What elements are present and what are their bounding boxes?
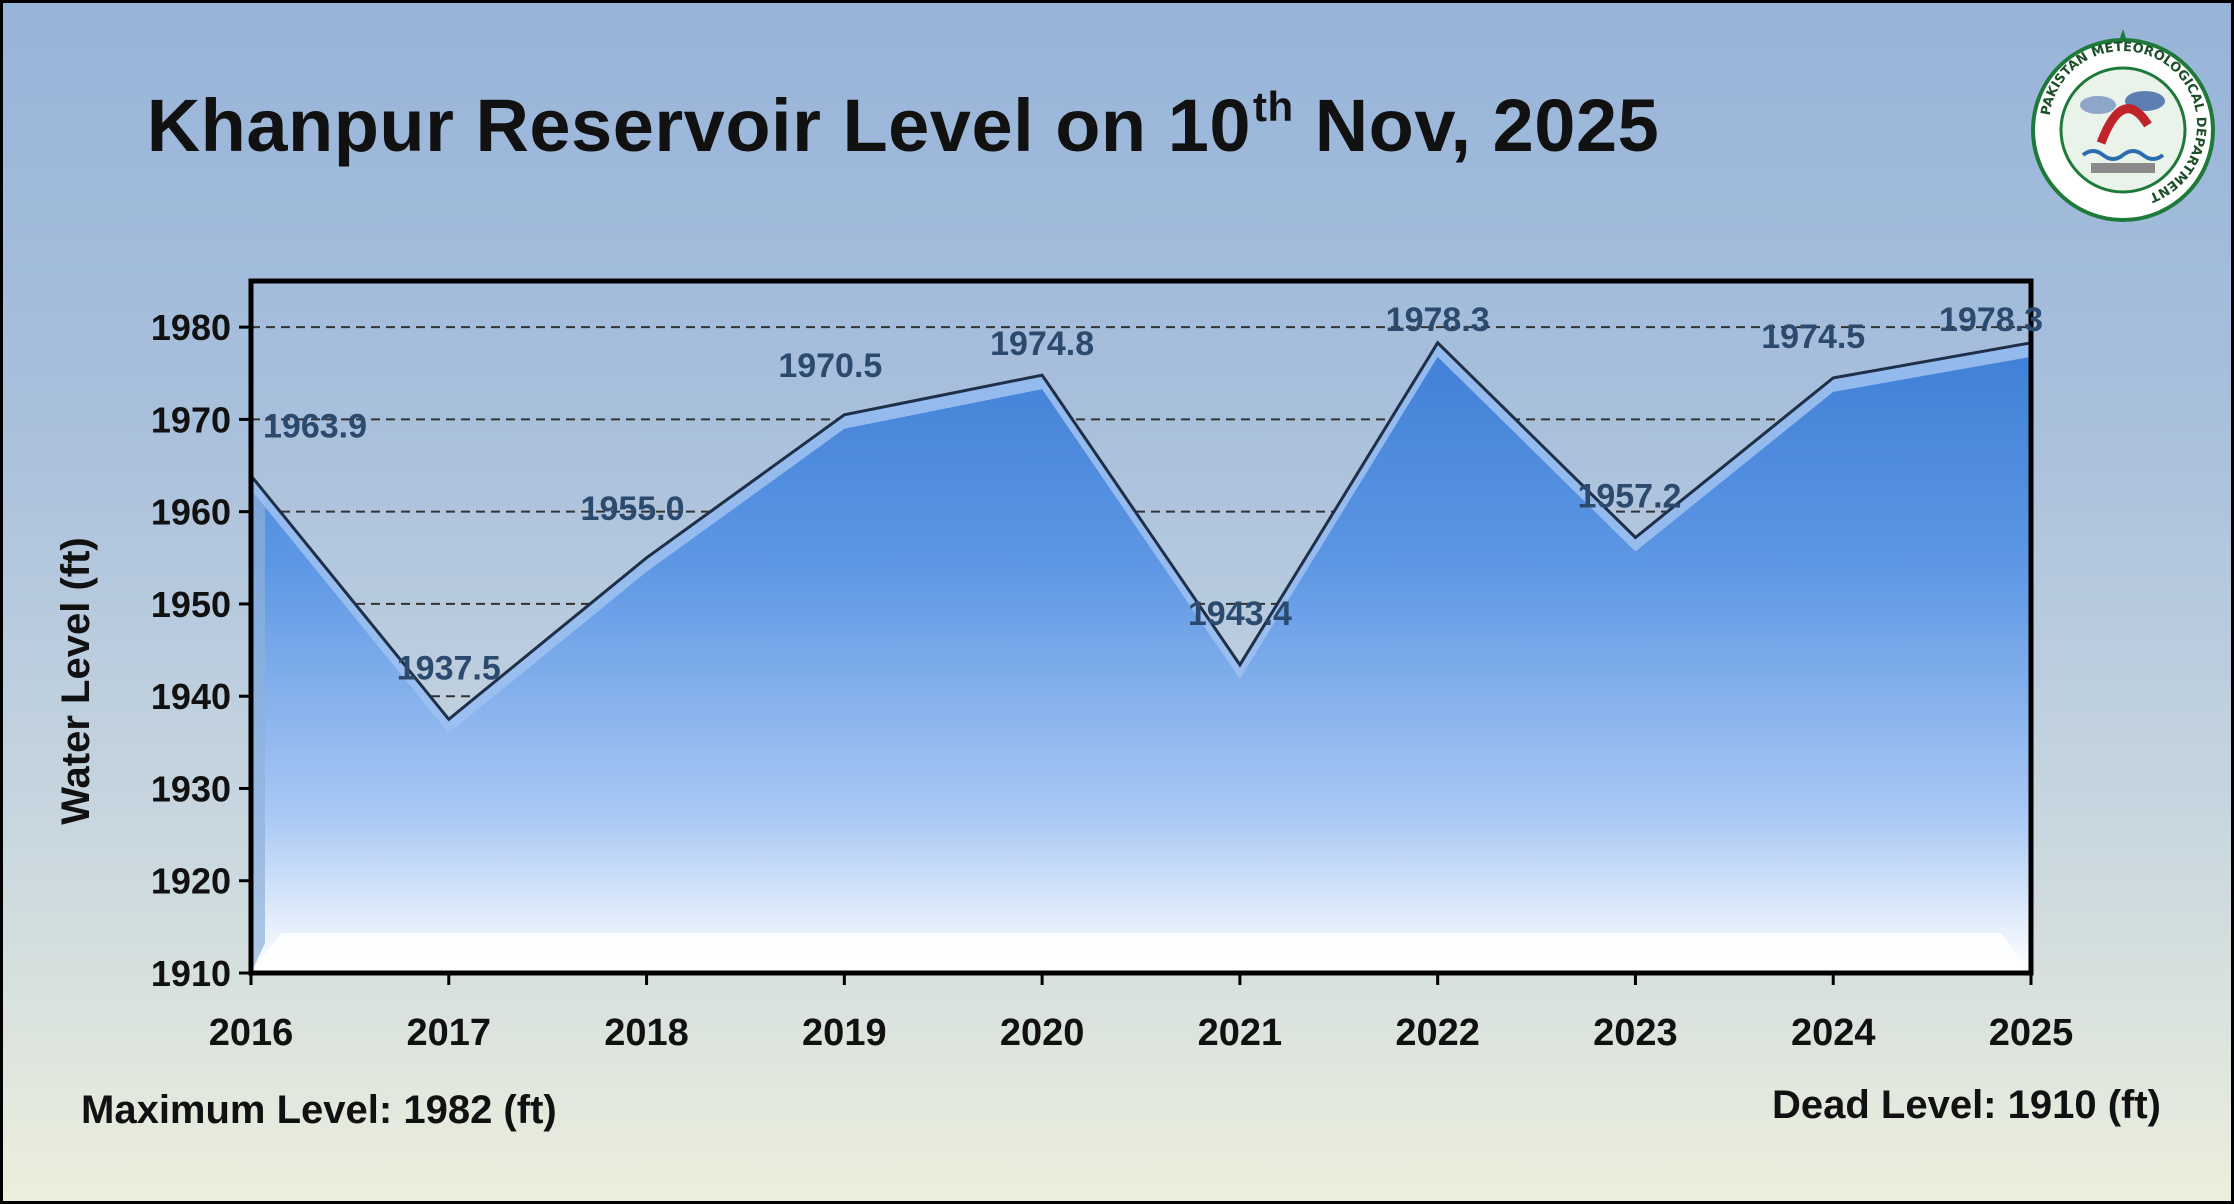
y-tick-label-1930: 1930 xyxy=(151,768,231,809)
area-floor xyxy=(251,933,2031,973)
data-label-2021: 1943.4 xyxy=(1188,595,1292,633)
x-tick-label-2017: 2017 xyxy=(407,1012,492,1054)
pmd-seal-icon: PAKISTAN METEOROLOGICAL DEPARTMENT xyxy=(2031,29,2215,222)
area-left-edge xyxy=(251,475,265,973)
axes: 1910 1920 1930 1940 1950 1960 1970 1980 2016 2017… xyxy=(151,278,2074,1054)
data-labels: 1963.9 1937.5 1955.0 1970.5 1974.8 1943.4 1978… xyxy=(263,301,2043,687)
area-series xyxy=(249,340,2032,973)
dead-level-note: Dead Level: 1910 (ft) xyxy=(1771,1083,2161,1127)
data-label-2025: 1978.3 xyxy=(1939,301,2043,339)
title-main: Khanpur Reservoir Level on 10 xyxy=(146,84,1252,167)
x-tick-label-2016: 2016 xyxy=(209,1012,294,1054)
y-tick-label-1940: 1940 xyxy=(151,676,231,717)
data-label-2022: 1978.3 xyxy=(1386,301,1490,339)
title-rest: Nov, 2025 xyxy=(1293,84,1660,167)
data-label-2020: 1974.8 xyxy=(990,325,1094,363)
data-label-2019: 1970.5 xyxy=(778,347,882,385)
x-tick-label-2023: 2023 xyxy=(1593,1012,1678,1054)
area-top-ribbon xyxy=(251,342,2031,734)
y-tick-label-1950: 1950 xyxy=(151,584,231,625)
x-tick-label-2022: 2022 xyxy=(1395,1012,1480,1054)
data-label-2018: 1955.0 xyxy=(581,490,685,528)
y-tick-label-1970: 1970 xyxy=(151,399,231,440)
x-tick-label-2020: 2020 xyxy=(1000,1012,1085,1054)
data-label-2024: 1974.5 xyxy=(1761,318,1865,356)
x-tick-label-2025: 2025 xyxy=(1989,1012,2074,1054)
maximum-level-note: Maximum Level: 1982 (ft) xyxy=(81,1088,557,1132)
y-tick-label-1980: 1980 xyxy=(151,307,231,348)
y-tick-label-1920: 1920 xyxy=(151,861,231,902)
data-label-2017: 1937.5 xyxy=(397,649,501,687)
plot-border xyxy=(248,278,2034,976)
title-superscript: th xyxy=(1253,83,1294,130)
y-axis-label: Water Level (ft) xyxy=(54,537,98,824)
x-tick-label-2021: 2021 xyxy=(1198,1012,1283,1054)
y-tick-label-1910: 1910 xyxy=(151,953,231,994)
data-label-2016: 1963.9 xyxy=(263,408,367,446)
chart-plot: 1910 1920 1930 1940 1950 1960 1970 1980 2016 2017… xyxy=(54,278,2074,1054)
y-tick-label-1960: 1960 xyxy=(151,492,231,533)
x-tick-label-2018: 2018 xyxy=(604,1012,689,1054)
x-tick-label-2024: 2024 xyxy=(1791,1012,1876,1054)
chart-title: Khanpur Reservoir Level on 10th Nov, 202… xyxy=(3,83,1803,168)
series-line xyxy=(249,340,2032,722)
data-label-2023: 1957.2 xyxy=(1577,478,1681,516)
x-tick-label-2019: 2019 xyxy=(802,1012,887,1054)
